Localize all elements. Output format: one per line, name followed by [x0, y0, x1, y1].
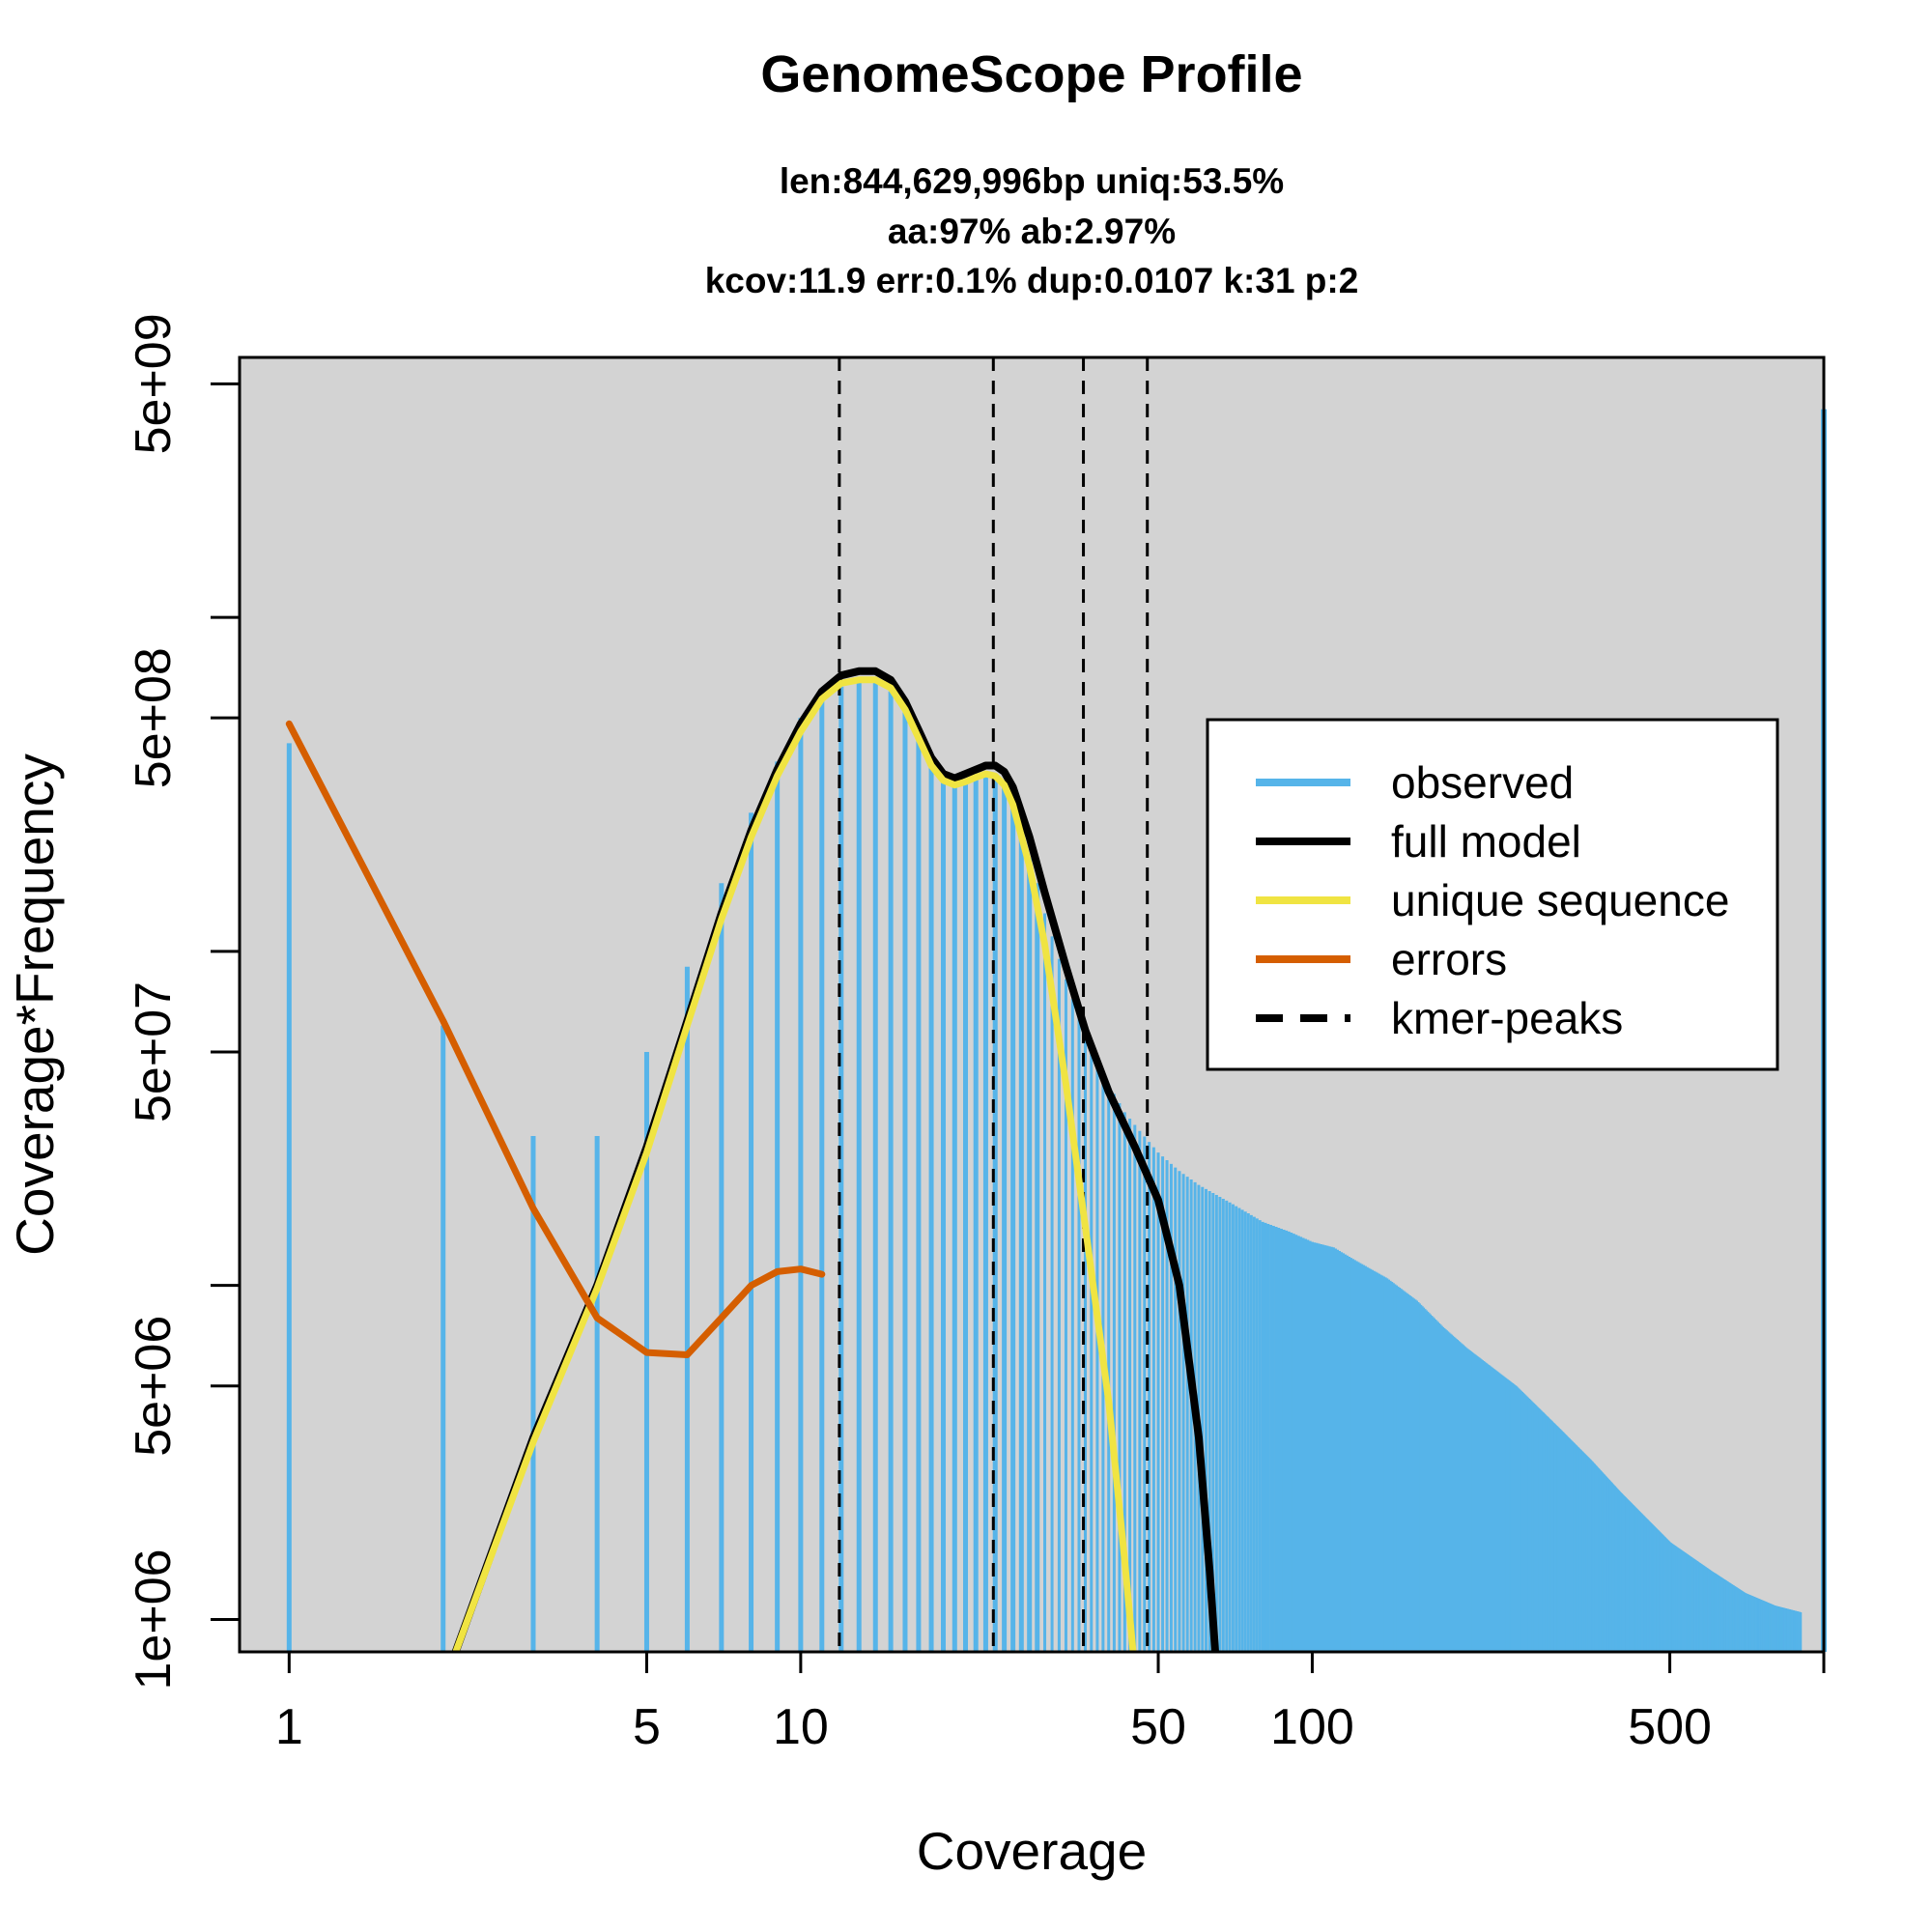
y-axis-label: Coverage*Frequency: [5, 753, 65, 1256]
y-tick-label: 5e+07: [126, 981, 182, 1122]
y-axis: 1e+06 5e+06 5e+07 5e+08 5e+09: [126, 313, 242, 1690]
x-tick-label: 10: [773, 1699, 829, 1755]
y-tick-label: 5e+09: [126, 313, 182, 454]
series-line-unique-sequence: [452, 676, 1137, 1652]
legend-label: errors: [1391, 934, 1507, 984]
observed-bars: [286, 409, 1827, 1652]
y-tick-label: 5e+06: [126, 1316, 182, 1457]
chart-title: GenomeScope Profile: [760, 45, 1302, 103]
x-tick-label: 100: [1270, 1699, 1354, 1755]
chart-subtitle-line-3: kcov:11.9 err:0.1% dup:0.0107 k:31 p:2: [705, 261, 1359, 300]
y-tick-label: 1e+06: [126, 1548, 182, 1690]
legend-label: observed: [1391, 757, 1574, 808]
legend-label: kmer-peaks: [1391, 993, 1623, 1043]
x-axis: 1 5 10 50 100 500: [275, 1650, 1826, 1755]
y-tick-label: 5e+08: [126, 647, 182, 788]
series-line-errors: [285, 720, 826, 1358]
model-lines: [285, 667, 1220, 1652]
kmer-peak-lines: [838, 357, 1150, 1652]
x-axis-label: Coverage: [917, 1821, 1147, 1881]
chart-subtitle-line-1: len:844,629,996bp uniq:53.5%: [780, 161, 1284, 201]
x-tick-label: 5: [633, 1699, 661, 1755]
legend-label: unique sequence: [1391, 875, 1729, 925]
legend-label: full model: [1391, 816, 1581, 867]
x-tick-label: 50: [1130, 1699, 1186, 1755]
chart-subtitle-line-2: aa:97% ab:2.97%: [888, 212, 1176, 251]
legend: observed full model unique sequence errors k…: [1206, 718, 1779, 1071]
x-tick-label: 500: [1628, 1699, 1712, 1755]
x-tick-label: 1: [275, 1699, 303, 1755]
legend-box: [1206, 718, 1779, 1071]
